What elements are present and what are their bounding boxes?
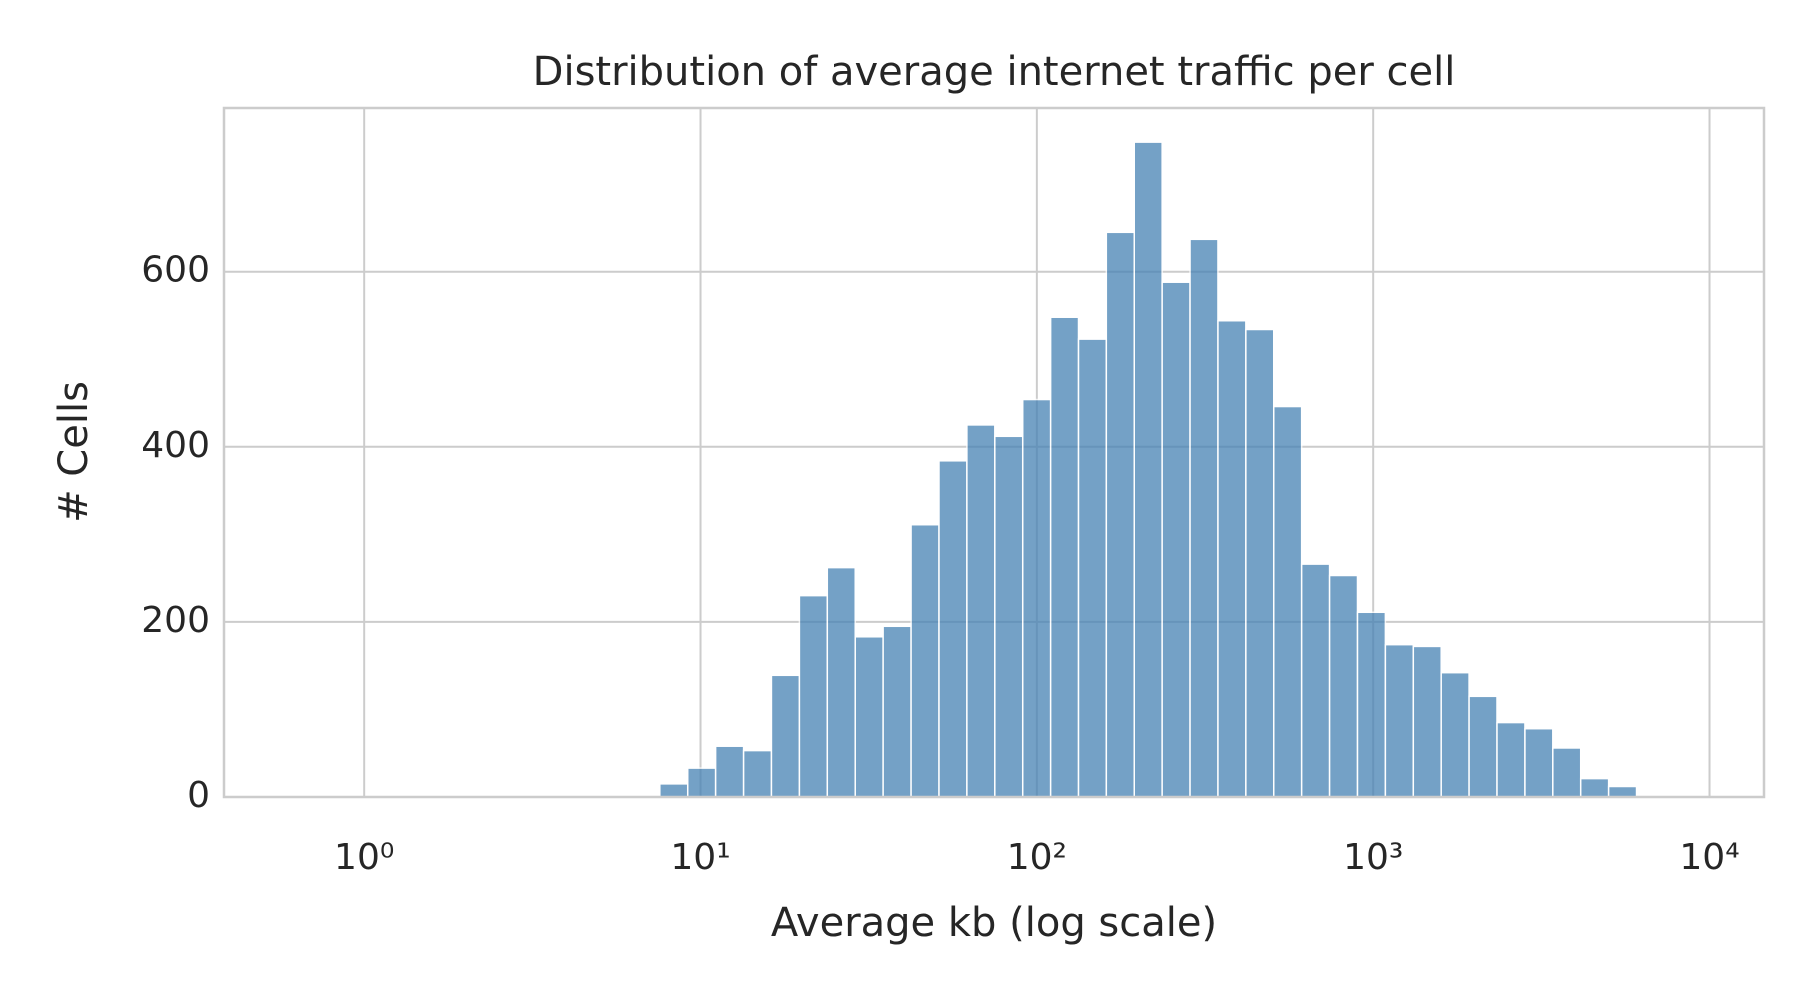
bar bbox=[1579, 777, 1610, 798]
bar bbox=[1356, 611, 1387, 798]
bar bbox=[659, 783, 689, 798]
y-tick-label: 600 bbox=[141, 250, 210, 291]
x-tick-label: 10³ bbox=[1343, 837, 1403, 878]
bar bbox=[742, 749, 773, 798]
y-tick-label: 200 bbox=[141, 600, 210, 641]
x-tick-label: 10¹ bbox=[670, 837, 730, 878]
bar bbox=[686, 767, 717, 798]
bar bbox=[1189, 238, 1219, 798]
y-tick-label: 400 bbox=[141, 425, 210, 466]
bar bbox=[938, 460, 968, 798]
bar bbox=[798, 594, 829, 798]
y-tick-label: 0 bbox=[187, 775, 210, 816]
x-tick-label: 10⁴ bbox=[1679, 837, 1739, 878]
plot-frame bbox=[222, 106, 1766, 799]
bar bbox=[1245, 328, 1275, 798]
bar bbox=[1384, 643, 1415, 798]
bar bbox=[1217, 319, 1247, 798]
bar bbox=[1496, 721, 1526, 798]
bar bbox=[1161, 281, 1191, 798]
y-axis-label: # Cells bbox=[51, 381, 97, 523]
bar bbox=[966, 424, 996, 798]
bar bbox=[770, 674, 801, 798]
bar bbox=[882, 625, 912, 798]
bar bbox=[910, 523, 940, 798]
bar bbox=[994, 435, 1024, 798]
bar bbox=[1049, 316, 1080, 798]
bar bbox=[1607, 785, 1638, 798]
bar bbox=[714, 745, 745, 798]
bar bbox=[1077, 338, 1108, 798]
bar bbox=[1272, 405, 1303, 798]
bar bbox=[854, 636, 884, 798]
bar bbox=[1440, 671, 1470, 798]
bar bbox=[1105, 231, 1136, 798]
bar bbox=[1468, 695, 1498, 798]
bar bbox=[1300, 563, 1331, 798]
x-tick-label: 10⁰ bbox=[334, 837, 394, 878]
bar bbox=[1328, 574, 1359, 798]
bar bbox=[1524, 727, 1554, 798]
bar bbox=[1133, 141, 1163, 798]
bar bbox=[1552, 747, 1582, 798]
x-tick-label: 10² bbox=[1007, 837, 1067, 878]
bar bbox=[826, 566, 856, 798]
bar bbox=[1412, 645, 1442, 798]
chart-title: Distribution of average internet traffic… bbox=[533, 49, 1456, 95]
x-axis-label: Average kb (log scale) bbox=[771, 900, 1217, 946]
bar bbox=[1021, 398, 1052, 798]
